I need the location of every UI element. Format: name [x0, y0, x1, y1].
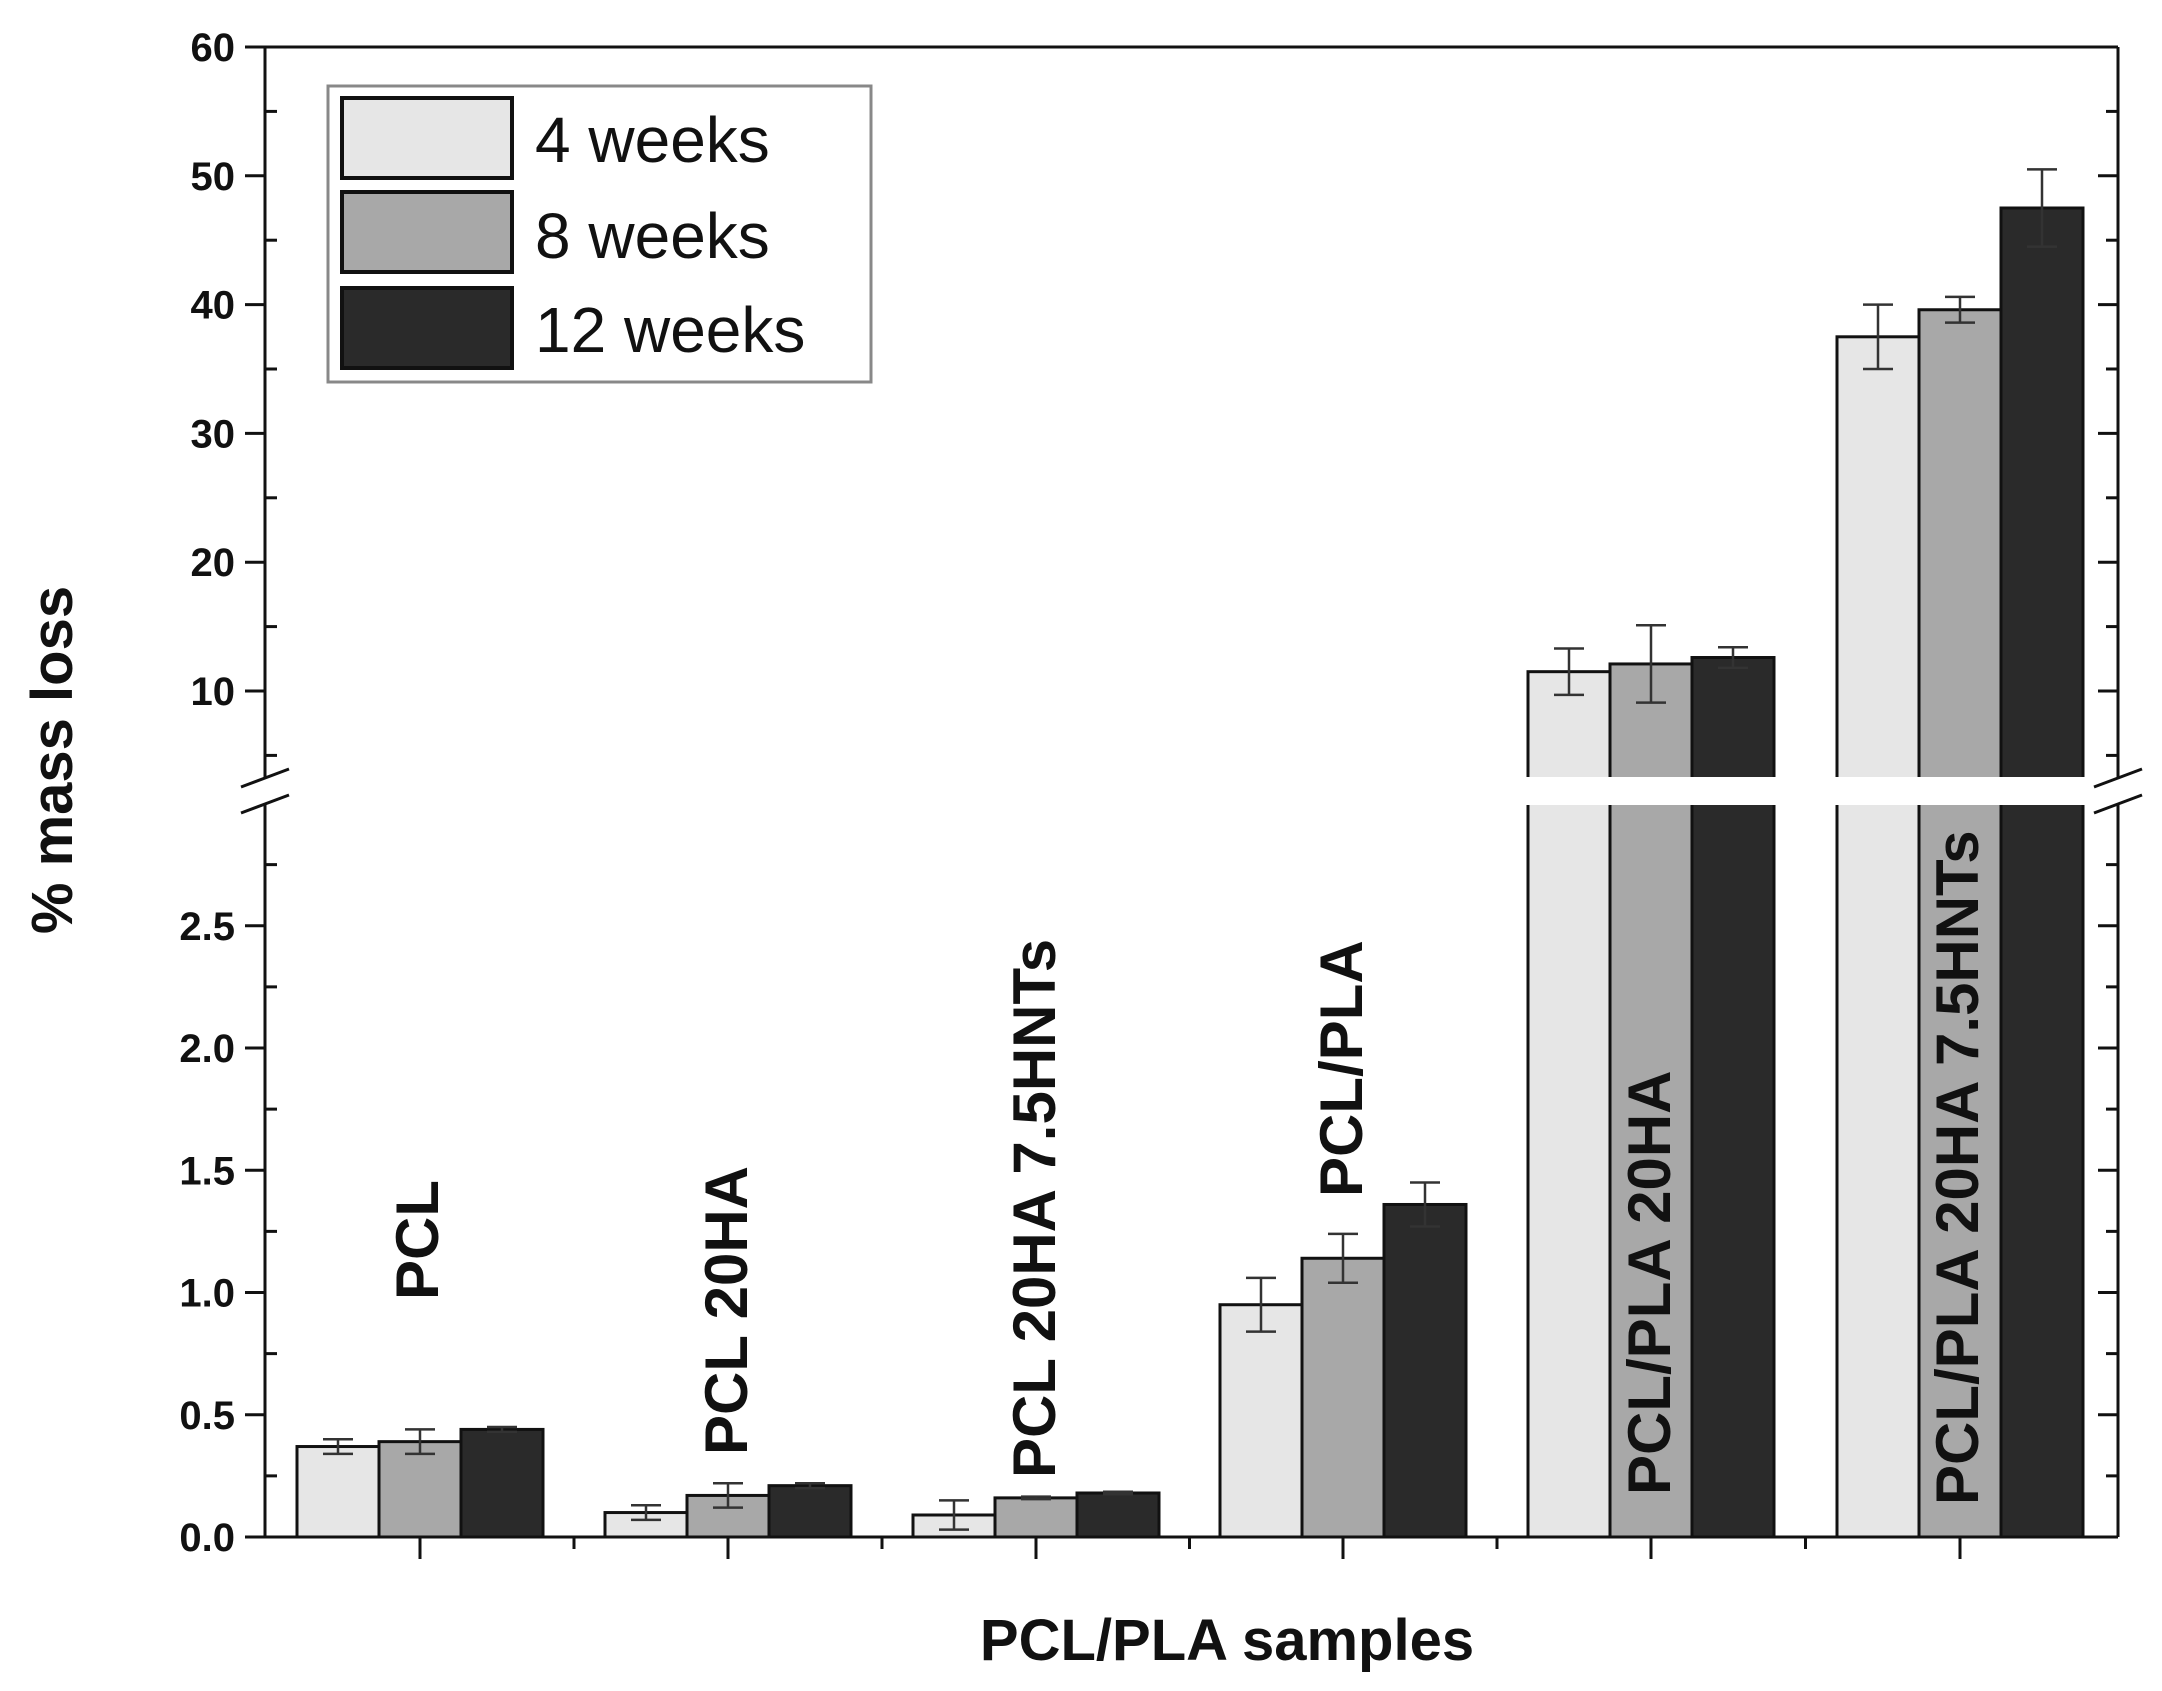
error-bar-pcl-20ha-7-5hnts-4-weeks [939, 1499, 969, 1531]
legend-label-8-weeks: 8 weeks [535, 200, 770, 272]
error-bar-pcl-pla-8-weeks [1328, 1232, 1358, 1284]
y-tick-label: 50 [191, 155, 236, 199]
bar-pcl-4-weeks [295, 1445, 381, 1539]
bar-pcl-pla-20ha-7-5hnts-12-weeks [1999, 206, 2085, 1539]
category-label-pcl: PCL [384, 1180, 451, 1300]
error-bar-pcl-pla-20ha-8-weeks [1636, 624, 1666, 704]
bar-pcl-pla-20ha-7-5hnts-4-weeks [1835, 335, 1921, 1539]
error-bar-pcl-pla-12-weeks [1410, 1181, 1440, 1228]
y-axis-ticks: 0.0 0.5 1.0 1.5 2.0 2.5 10 20 30 40 50 60 [179, 26, 2118, 1560]
category-label-pcl-pla-20ha-7-5hnts: PCL/PLA 20HA 7.5HNTs [1924, 830, 1991, 1505]
x-axis-ticks [418, 1537, 1962, 1559]
legend-label-12-weeks: 12 weeks [535, 294, 805, 366]
error-bar-pcl-pla-4-weeks [1246, 1276, 1276, 1333]
error-bar-pcl-pla-20ha-7-5hnts-4-weeks [1863, 303, 1893, 371]
category-label-pcl-pla: PCL/PLA [1308, 940, 1375, 1197]
error-bar-pcl-4-weeks [323, 1437, 353, 1456]
error-bar-pcl-20ha-8-weeks [713, 1481, 743, 1509]
error-bar-pcl-8-weeks [405, 1428, 435, 1456]
category-label-pcl-20ha: PCL 20HA [693, 1166, 760, 1455]
y-tick-label: 10 [191, 670, 236, 714]
break-mark-right-2 [2093, 793, 2143, 815]
y-tick-label: 30 [191, 412, 236, 456]
error-bar-pcl-pla-20ha-7-5hnts-12-weeks [2027, 168, 2057, 248]
y-tick-label: 40 [191, 284, 236, 328]
error-bar-pcl-20ha-4-weeks [631, 1503, 661, 1522]
y-tick-label: 20 [191, 541, 236, 585]
bar-pcl-20ha-7-5hnts-12-weeks [1075, 1491, 1161, 1539]
y-tick-label: 0.0 [179, 1516, 235, 1560]
bar-pcl-pla-8-weeks [1300, 1256, 1386, 1539]
bar-pcl-20ha-12-weeks [767, 1484, 853, 1539]
y-tick-label: 0.5 [179, 1394, 235, 1438]
bar-pcl-pla-12-weeks [1382, 1202, 1468, 1539]
break-mark-left-2 [240, 793, 290, 815]
error-bar-pcl-20ha-7-5hnts-8-weeks [1021, 1495, 1051, 1501]
error-bar-pcl-pla-20ha-7-5hnts-8-weeks [1945, 295, 1975, 324]
error-bar-pcl-20ha-7-5hnts-12-weeks [1103, 1490, 1133, 1496]
y-axis-title: % mass loss [20, 586, 85, 934]
x-axis-title: PCL/PLA samples [980, 1608, 1474, 1673]
category-labels: PCL PCL 20HA PCL 20HA 7.5HNTs PCL/PLA PCL/PL… [384, 830, 1991, 1505]
legend-swatch-8-weeks [340, 190, 514, 274]
legend: 4 weeks 8 weeks 12 weeks [326, 84, 873, 384]
break-mark-right-1 [2093, 767, 2143, 789]
category-label-pcl-20ha-7-5hnts: PCL 20HA 7.5HNTs [1001, 939, 1068, 1478]
error-bar-pcl-20ha-12-weeks [795, 1481, 825, 1490]
legend-swatch-12-weeks [340, 286, 514, 370]
legend-label-4-weeks: 4 weeks [535, 104, 770, 176]
error-bar-pcl-12-weeks [487, 1425, 517, 1434]
bar-pcl-20ha-7-5hnts-8-weeks [993, 1496, 1079, 1539]
bar-pcl-12-weeks [459, 1427, 545, 1539]
legend-swatch-4-weeks [340, 96, 514, 180]
y-tick-label: 1.0 [179, 1272, 235, 1316]
axis-break-gap [261, 777, 2122, 805]
error-bar-pcl-pla-20ha-12-weeks [1718, 645, 1748, 670]
bar-pcl-pla-4-weeks [1218, 1303, 1304, 1539]
y-tick-label: 60 [191, 26, 236, 70]
category-label-pcl-pla-20ha: PCL/PLA 20HA [1616, 1070, 1683, 1495]
break-mark-left-1 [240, 767, 290, 789]
bar-pcl-8-weeks [377, 1440, 463, 1539]
y-tick-label: 2.0 [179, 1027, 235, 1071]
axis-break [240, 767, 2143, 815]
error-bar-pcl-pla-20ha-4-weeks [1554, 647, 1584, 697]
y-tick-label: 2.5 [179, 905, 235, 949]
y-tick-label: 1.5 [179, 1149, 235, 1193]
